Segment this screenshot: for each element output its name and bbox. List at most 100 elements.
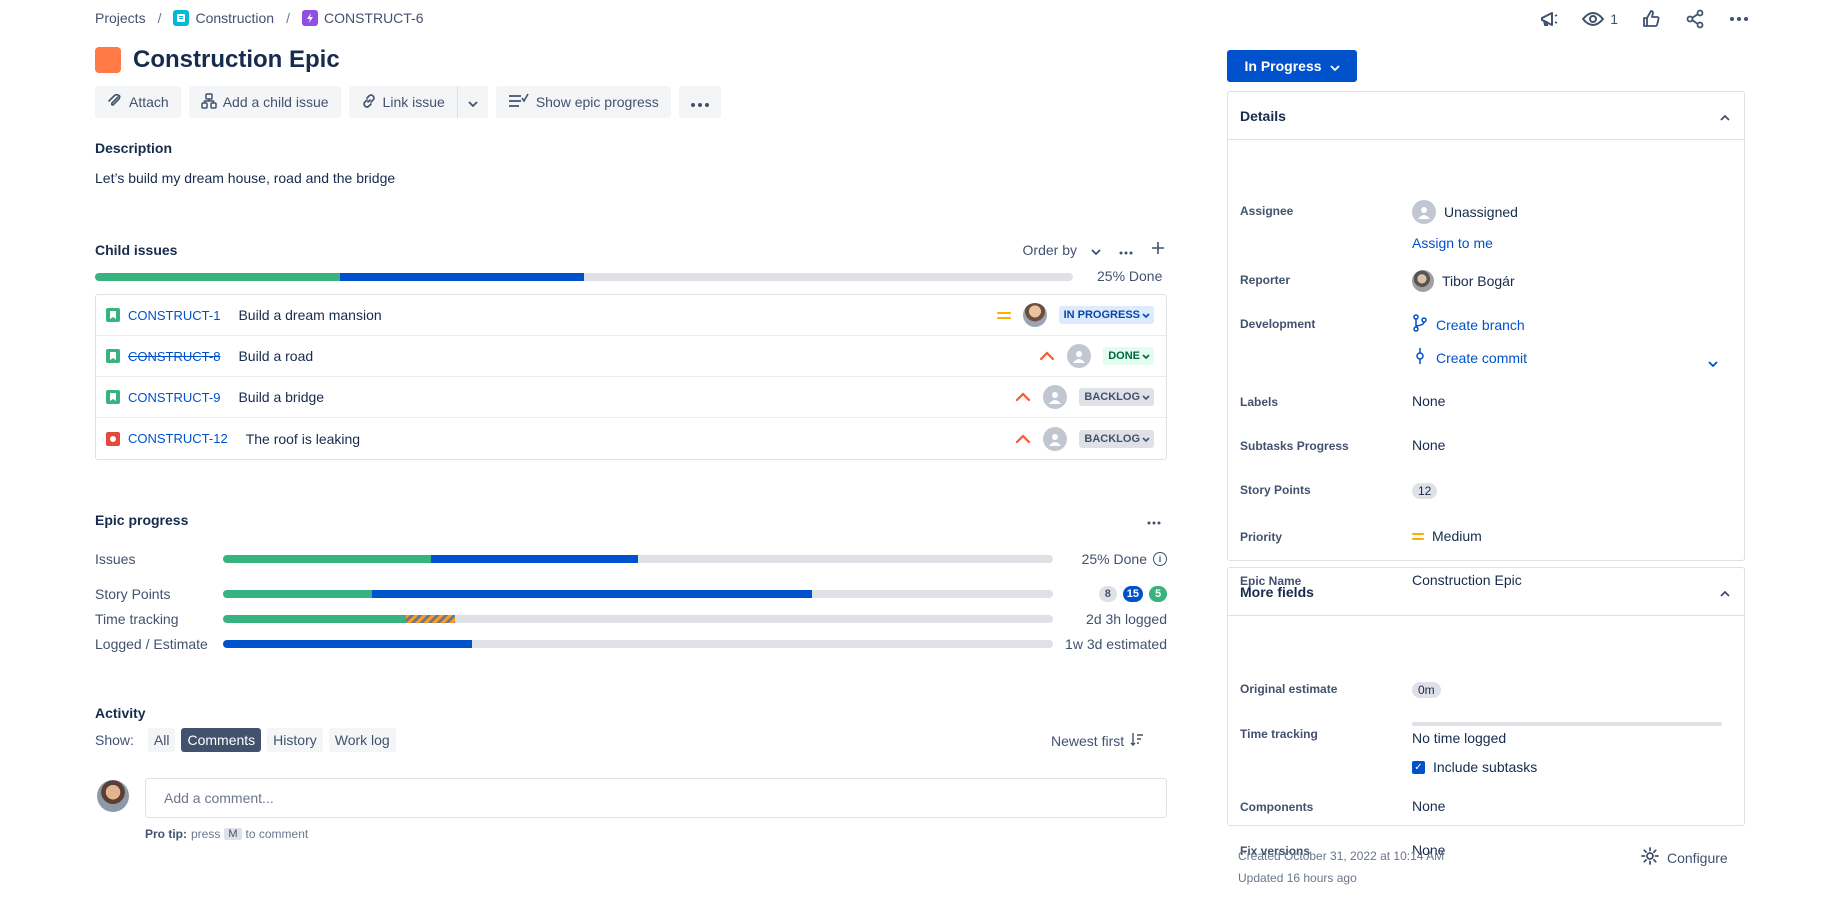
original-estimate-value[interactable]: 0m <box>1412 682 1441 698</box>
breadcrumb-issue[interactable]: CONSTRUCT-6 <box>301 10 424 26</box>
assignee-value[interactable]: Unassigned <box>1412 200 1518 224</box>
child-issue-row[interactable]: CONSTRUCT-9 Build a bridge BACKLOG <box>96 377 1166 418</box>
filter-all[interactable]: All <box>147 728 176 752</box>
child-issue-key[interactable]: CONSTRUCT-1 <box>128 307 221 323</box>
order-by-button[interactable]: Order by <box>1023 242 1101 258</box>
description-text[interactable]: Let’s build my dream house, road and the… <box>95 170 396 186</box>
filter-history[interactable]: History <box>267 728 323 752</box>
assignee-name: Unassigned <box>1444 204 1518 220</box>
labels-value[interactable]: None <box>1412 393 1446 409</box>
status-lozenge-label: BACKLOG <box>1084 391 1140 403</box>
story-points-progress-bar <box>223 590 1053 598</box>
sort-newest-first-button[interactable]: Newest first <box>1051 732 1144 749</box>
info-icon[interactable]: i <box>1153 552 1167 566</box>
unassigned-avatar-icon[interactable] <box>1043 385 1068 409</box>
chevron-down-icon <box>1329 58 1340 74</box>
unassigned-avatar-icon <box>1412 200 1436 224</box>
child-issue-status[interactable]: IN PROGRESS <box>1058 306 1154 324</box>
child-issue-row[interactable]: CONSTRUCT-8 Build a road DONE <box>96 336 1166 377</box>
breadcrumb-issue-key: CONSTRUCT-6 <box>323 10 424 26</box>
more-fields-title: More fields <box>1240 583 1314 600</box>
toolbar-more-button[interactable] <box>678 86 721 118</box>
details-title: Details <box>1240 107 1286 124</box>
status-lozenge-label: IN PROGRESS <box>1063 309 1140 321</box>
child-issue-status[interactable]: BACKLOG <box>1079 388 1154 406</box>
child-issue-summary[interactable]: Build a dream mansion <box>238 307 382 323</box>
comment-input[interactable]: Add a comment... <box>145 778 1167 818</box>
epic-progress-time-row: Time tracking 2d 3h logged <box>95 611 1167 627</box>
include-subtasks-option[interactable]: ✓ Include subtasks <box>1412 759 1537 775</box>
child-issue-summary[interactable]: Build a bridge <box>238 389 325 405</box>
child-issue-row[interactable]: CONSTRUCT-1 Build a dream mansion IN PROGR… <box>96 295 1166 336</box>
child-issue-row[interactable]: CONSTRUCT-12 The roof is leaking BACKLOG <box>96 418 1166 459</box>
link-issue-dropdown[interactable] <box>456 86 488 118</box>
more-icon[interactable] <box>1728 8 1750 30</box>
child-issue-key[interactable]: CONSTRUCT-8 <box>128 348 221 364</box>
child-issue-meta: IN PROGRESS <box>996 303 1154 327</box>
share-icon[interactable] <box>1684 8 1706 30</box>
epic-progress-estimate-row: Logged / Estimate 1w 3d estimated <box>95 636 1167 652</box>
unassigned-avatar-icon[interactable] <box>1043 426 1068 451</box>
link-issue-button[interactable]: Link issue <box>348 86 457 118</box>
assign-to-me-link[interactable]: Assign to me <box>1412 235 1493 251</box>
child-issues-label: Child issues <box>95 241 178 258</box>
child-issue-meta: BACKLOG <box>1015 385 1154 409</box>
child-issue-status[interactable]: DONE <box>1103 347 1154 365</box>
filter-comments[interactable]: Comments <box>181 728 262 752</box>
child-issue-status[interactable]: BACKLOG <box>1079 429 1154 448</box>
done-count-badge: 5 <box>1149 586 1167 602</box>
status-dropdown-button[interactable]: In Progress <box>1227 50 1357 82</box>
breadcrumb-projects[interactable]: Projects <box>95 10 146 26</box>
watch-button[interactable]: 1 <box>1582 8 1618 30</box>
details-header[interactable]: Details <box>1228 92 1744 140</box>
fix-versions-label: Fix versions <box>1240 844 1311 858</box>
components-value[interactable]: None <box>1412 798 1446 814</box>
epic-name-value[interactable]: Construction Epic <box>1412 572 1522 588</box>
pro-tip-text: to comment <box>245 827 309 841</box>
issue-title[interactable]: Construction Epic <box>133 46 340 73</box>
medium-priority-icon <box>1412 532 1424 540</box>
chevron-down-icon[interactable] <box>1708 354 1718 370</box>
configure-label: Configure <box>1667 849 1728 866</box>
issues-done-label: 25% Done <box>1081 551 1147 567</box>
story-points-value[interactable]: 12 <box>1412 483 1438 499</box>
epic-progress-header: Epic progress <box>95 512 1167 528</box>
thumbs-up-icon[interactable] <box>1640 8 1662 30</box>
reporter-label: Reporter <box>1240 273 1291 287</box>
more-fields-header[interactable]: More fields <box>1228 568 1744 616</box>
more-icon[interactable] <box>1119 242 1133 258</box>
assignee-label: Assignee <box>1240 204 1294 218</box>
feedback-icon[interactable] <box>1538 8 1560 30</box>
show-epic-progress-button[interactable]: Show epic progress <box>495 86 671 118</box>
priority-value[interactable]: Medium <box>1412 528 1482 544</box>
time-tracking-value: 2d 3h logged <box>1086 611 1167 627</box>
story-icon <box>106 390 120 404</box>
assignee-avatar[interactable] <box>1022 303 1047 327</box>
child-issue-summary[interactable]: The roof is leaking <box>245 430 361 447</box>
time-tracking-bar[interactable] <box>1412 722 1722 726</box>
more-icon[interactable] <box>1147 512 1161 528</box>
add-child-issue-button[interactable]: Add a child issue <box>188 86 341 118</box>
create-commit-link[interactable]: Create commit <box>1412 347 1527 368</box>
child-issues-header: Child issues Order by <box>95 241 1165 258</box>
attach-button[interactable]: Attach <box>95 86 181 118</box>
breadcrumb-project[interactable]: Construction <box>173 10 274 26</box>
subtasks-progress-value: None <box>1412 437 1446 453</box>
child-issue-key[interactable]: CONSTRUCT-9 <box>128 389 221 405</box>
unassigned-avatar-icon[interactable] <box>1067 344 1092 368</box>
in-progress-count-badge: 15 <box>1122 586 1143 602</box>
create-branch-link[interactable]: Create branch <box>1412 314 1525 335</box>
progress-logged-segment <box>223 640 472 648</box>
fix-versions-value[interactable]: None <box>1412 842 1446 858</box>
filter-work-log[interactable]: Work log <box>328 728 396 752</box>
status-lozenge-label: DONE <box>1108 350 1140 362</box>
add-icon[interactable] <box>1151 241 1165 258</box>
configure-button[interactable]: Configure <box>1641 847 1728 868</box>
chevron-down-icon <box>1142 309 1150 321</box>
child-issue-key[interactable]: CONSTRUCT-12 <box>128 431 228 446</box>
original-estimate-badge: 0m <box>1412 682 1441 698</box>
reporter-value[interactable]: Tibor Bogár <box>1412 270 1515 292</box>
include-subtasks-checkbox[interactable]: ✓ <box>1412 760 1425 774</box>
child-issue-summary[interactable]: Build a road <box>238 348 314 364</box>
